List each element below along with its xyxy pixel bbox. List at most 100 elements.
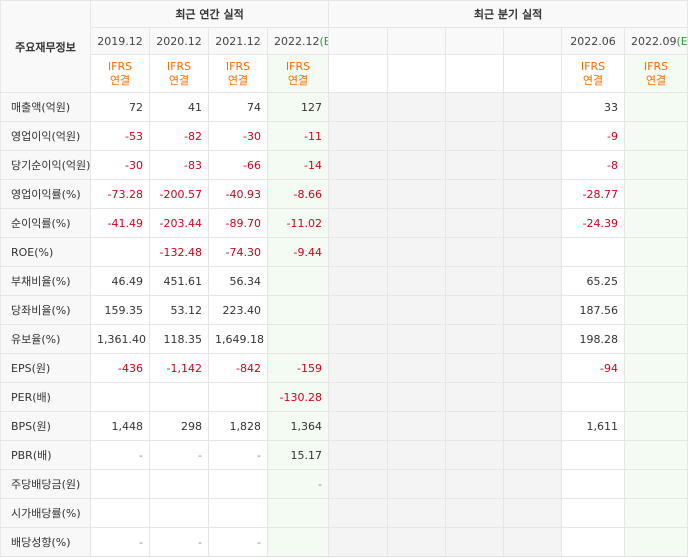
quarter-value: -94 [561,353,626,383]
annual-value [149,469,209,499]
quarter-value [503,324,563,354]
row-label: 순이익률(%) [0,208,91,238]
quarter-value [503,295,563,325]
annual-value: -30 [90,150,150,180]
annual-value: 1,361.40 [90,324,150,354]
annual-value: -11.02 [266,208,330,238]
quarter-value: 198.28 [561,324,626,354]
row-label: 당기순이익(억원) [0,150,91,180]
quarter-value [387,121,447,151]
annual-value: -14 [266,150,330,180]
quarter-title: 최근 분기 실적 [328,0,688,28]
quarter-value [561,498,626,528]
annual-value: 127 [266,92,330,122]
quarter-value [328,92,389,122]
quarter-value [624,121,688,151]
annual-value: 1,649.18 [208,324,268,354]
annual-period-1: 2020.12 [149,27,209,55]
quarter-period-2 [445,27,505,55]
quarter-value [328,353,389,383]
annual-value: 74 [208,92,268,122]
quarter-value [503,237,563,267]
quarter-value [445,150,505,180]
annual-value: -73.28 [90,179,150,209]
quarter-value [624,440,688,470]
annual-value: -74.30 [208,237,268,267]
annual-value [149,382,209,412]
annual-value [90,237,150,267]
estimate-mark: (E) [676,34,688,48]
annual-value: -82 [149,121,209,151]
quarter-value [445,324,505,354]
annual-value: -66 [208,150,268,180]
row-label: 시가배당률(%) [0,498,91,528]
quarter-value [561,527,626,557]
row-label: 영업이익(억원) [0,121,91,151]
quarter-value [624,324,688,354]
quarter-value [387,469,447,499]
quarter-value [561,469,626,499]
annual-period-3: 2022.12(E) [266,27,330,55]
annual-value: - [149,527,209,557]
annual-value [90,382,150,412]
annual-value: - [208,440,268,470]
quarter-basis-4: IFRS 연결 [561,54,626,93]
row-label: 매출액(억원) [0,92,91,122]
annual-value [266,498,330,528]
annual-value: -89.70 [208,208,268,238]
annual-basis-1: IFRS 연결 [149,54,209,93]
annual-value: -11 [266,121,330,151]
quarter-basis-5: IFRS 연결 [624,54,688,93]
annual-basis-2: IFRS 연결 [208,54,268,93]
row-label: 당좌비율(%) [0,295,91,325]
quarter-value [624,266,688,296]
annual-value: -53 [90,121,150,151]
quarter-value [445,353,505,383]
quarter-value [387,150,447,180]
row-label: 영업이익률(%) [0,179,91,209]
quarter-value [624,527,688,557]
quarter-value [328,440,389,470]
quarter-value [503,266,563,296]
annual-value: -200.57 [149,179,209,209]
annual-title: 최근 연간 실적 [89,0,330,28]
quarter-value [624,469,688,499]
quarter-value [503,121,563,151]
table-row: 유보율(%) 1,361.40 118.35 1,649.18 198.28 [0,324,688,354]
table-row: 영업이익률(%) -73.28 -200.57 -40.93 -8.66 -28.77 [0,179,688,209]
quarter-value [328,121,389,151]
table-row: 시가배당률(%) [0,498,688,528]
quarter-value [561,382,626,412]
table-head: 주요재무정보 최근 연간 실적 최근 분기 실적 2019.12 2020.12 2… [0,0,688,93]
annual-value [208,382,268,412]
quarter-value [445,237,505,267]
row-label: PBR(배) [0,440,91,470]
quarter-value: 33 [561,92,626,122]
annual-period-0: 2019.12 [90,27,150,55]
annual-value: - [266,469,330,499]
quarter-basis-3 [503,54,563,93]
annual-value [208,498,268,528]
quarter-value [445,527,505,557]
quarter-value [445,295,505,325]
annual-basis-0: IFRS 연결 [90,54,150,93]
quarter-value [387,92,447,122]
quarter-value: -28.77 [561,179,626,209]
quarter-value [328,324,389,354]
quarter-value: -8 [561,150,626,180]
table-row: 배당성향(%) - - - [0,527,688,557]
basis-row: IFRS 연결 IFRS 연결 IFRS 연결 IFRS 연결 IFRS 연결 IFRS 연결 [1,54,688,93]
quarter-period-0 [328,27,389,55]
quarter-value [328,150,389,180]
quarter-value [328,179,389,209]
annual-value: -203.44 [149,208,209,238]
quarter-value [624,382,688,412]
estimate-mark: (E) [319,34,328,48]
quarter-value [503,498,563,528]
table-row: EPS(원) -436 -1,142 -842 -159 -94 [0,353,688,383]
quarter-value: 187.56 [561,295,626,325]
annual-value [208,469,268,499]
quarter-value [387,527,447,557]
